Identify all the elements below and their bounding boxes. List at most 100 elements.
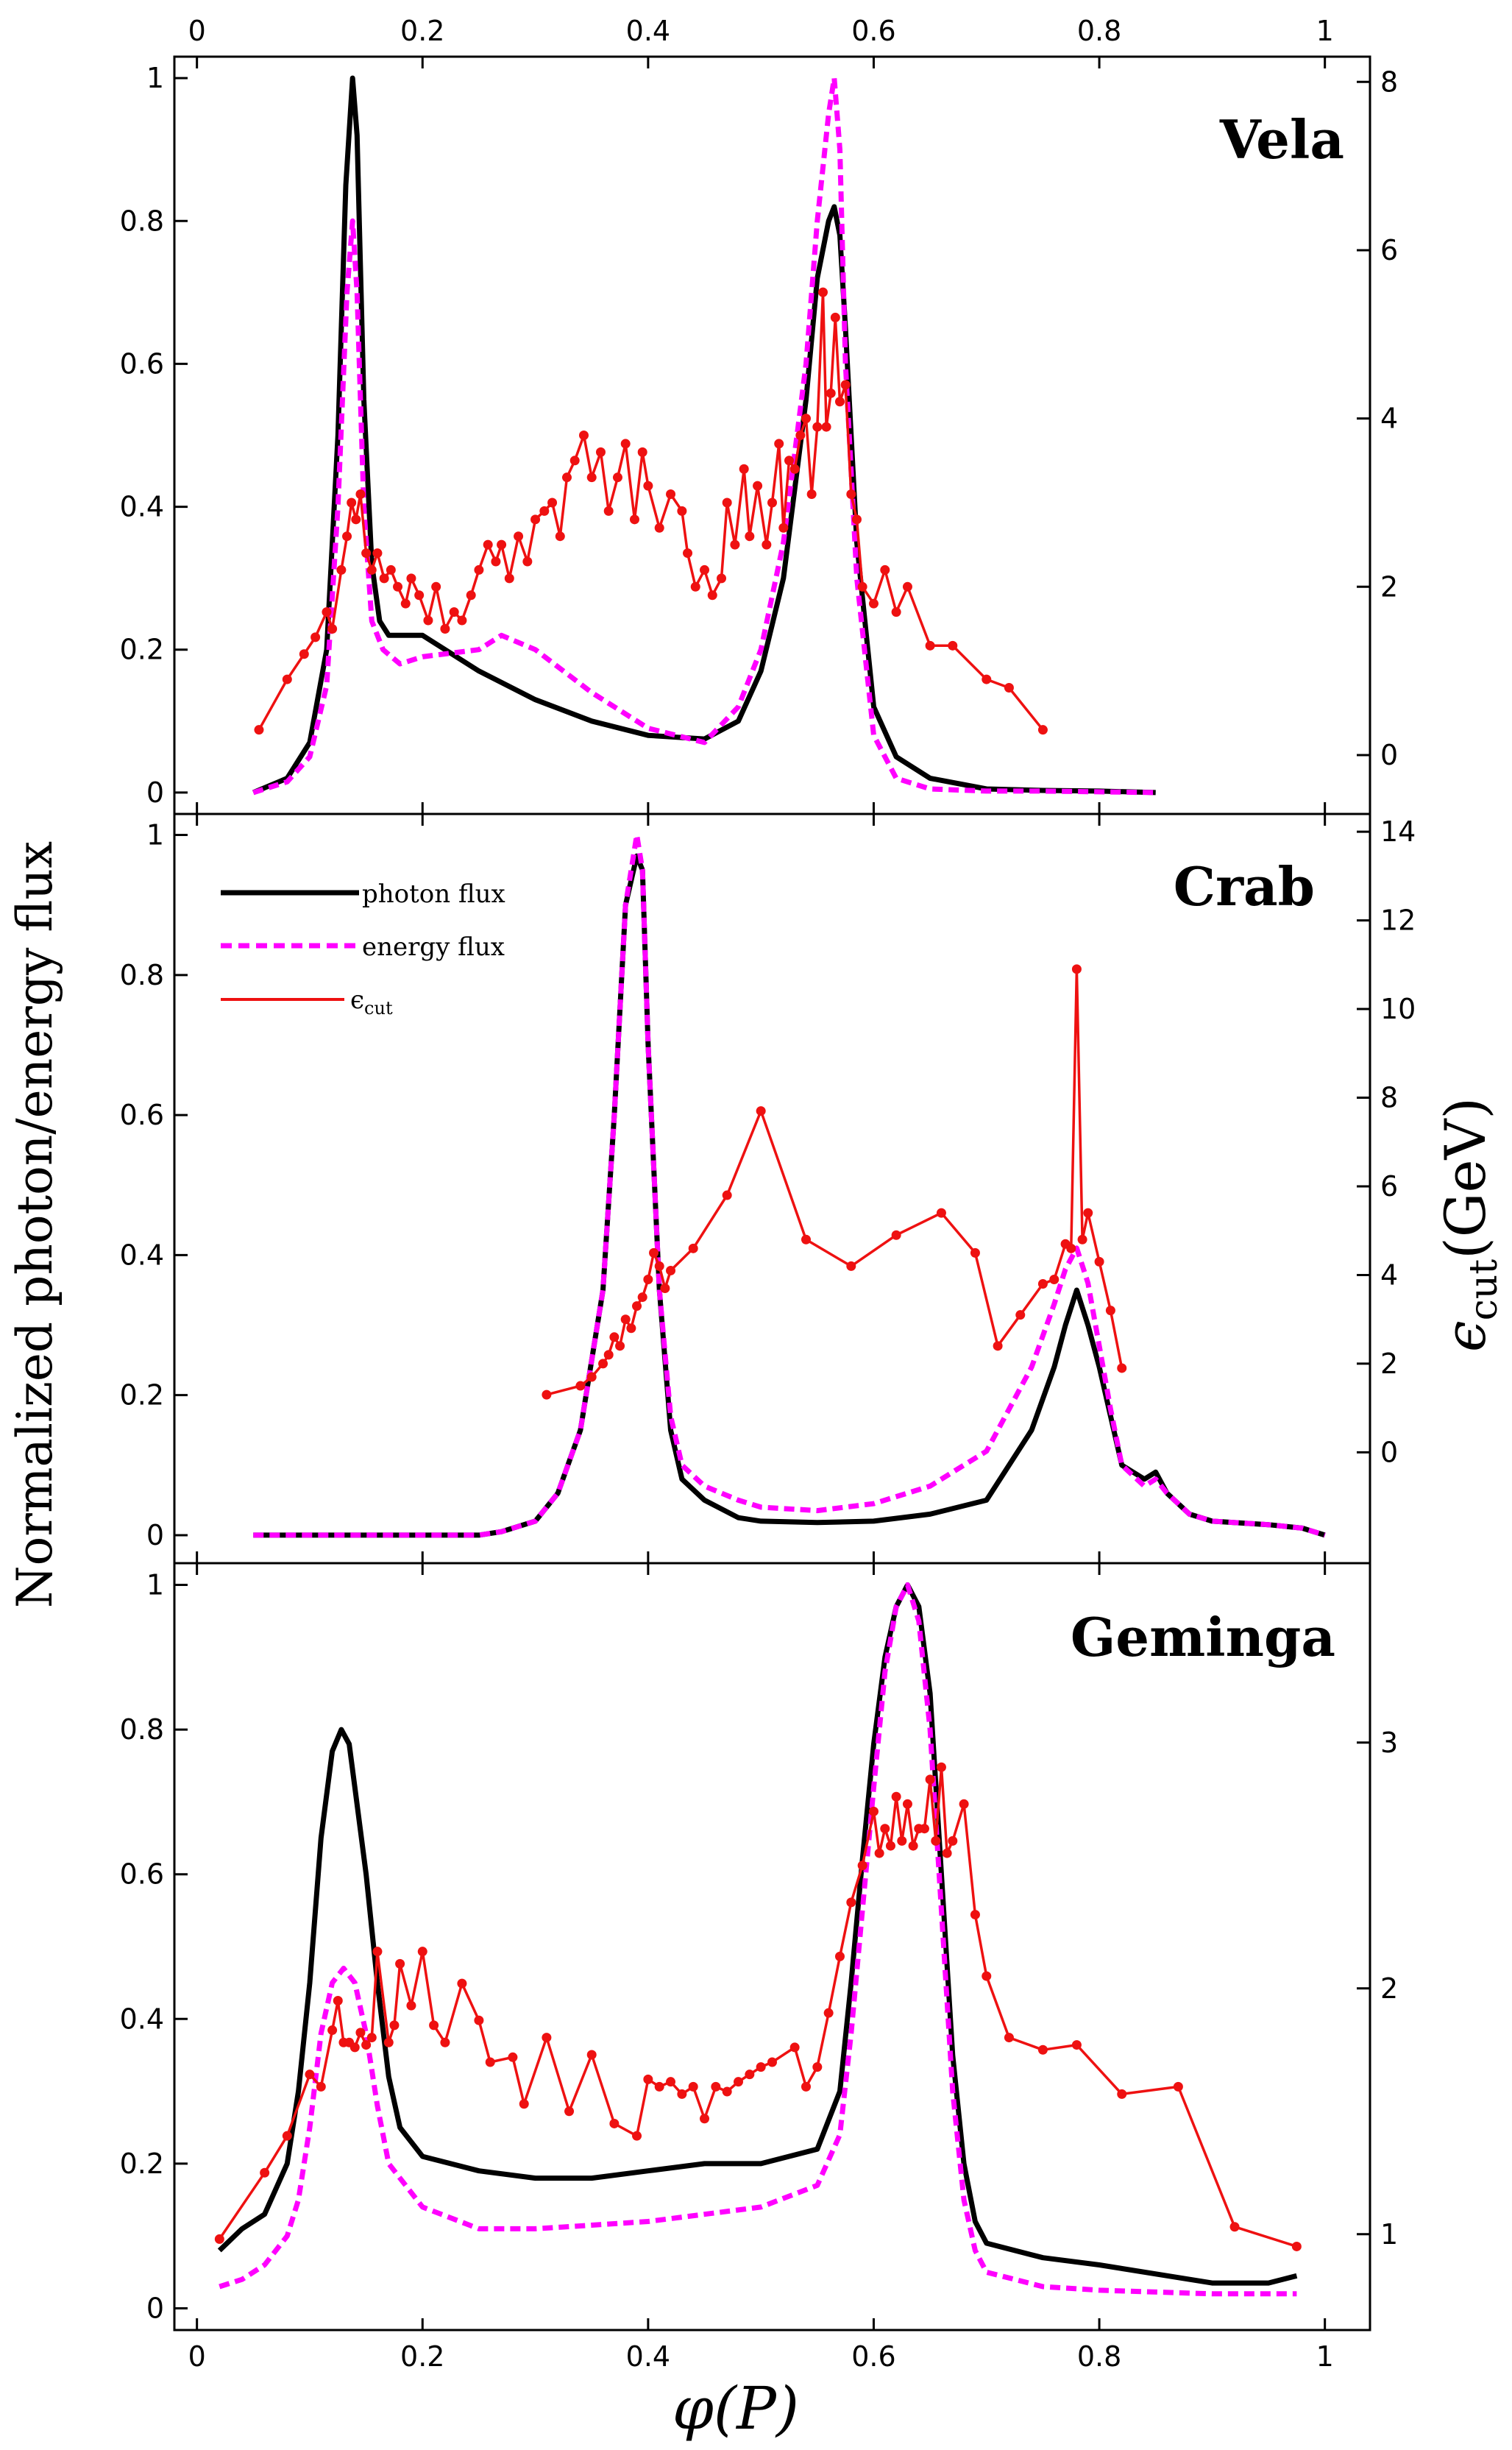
ecut-point bbox=[342, 531, 352, 542]
bottom-x-tick-label: 0.4 bbox=[626, 2340, 670, 2373]
ecut-point bbox=[970, 1910, 980, 1920]
ecut-point bbox=[586, 2050, 597, 2060]
ecut-point bbox=[1173, 2081, 1183, 2092]
ecut-point bbox=[612, 472, 622, 483]
ecut-point bbox=[431, 581, 441, 592]
y-axis-label-right: ϵcut(GeV) bbox=[1433, 1097, 1506, 1352]
ecut-point bbox=[643, 481, 653, 491]
right-tick-label: 6 bbox=[1380, 1170, 1398, 1203]
left-tick-label: 0.6 bbox=[120, 1858, 164, 1891]
ecut-point bbox=[514, 531, 524, 542]
ecut-point bbox=[826, 388, 836, 398]
ecut-point bbox=[753, 481, 763, 491]
ecut-point bbox=[745, 531, 755, 542]
ecut-point bbox=[789, 2042, 800, 2053]
x-axis-label: φ(P) bbox=[672, 2374, 799, 2443]
left-tick-label: 0.4 bbox=[120, 1239, 164, 1271]
y-axis-label-left: Normalized photon/energy flux bbox=[7, 841, 63, 1608]
ecut-point bbox=[982, 674, 992, 684]
right-tick-label: 2 bbox=[1380, 1348, 1398, 1380]
ecut-point bbox=[214, 2234, 224, 2244]
ecut-point bbox=[683, 548, 693, 559]
ecut-point bbox=[336, 564, 347, 575]
ecut-point bbox=[260, 2167, 270, 2178]
legend-ecut-sub: cut bbox=[364, 998, 393, 1019]
left-tick-label: 0.8 bbox=[120, 959, 164, 991]
left-tick-label: 0.6 bbox=[120, 1099, 164, 1131]
ecut-point bbox=[1037, 1279, 1048, 1289]
ecut-point bbox=[649, 1247, 659, 1258]
ecut-point bbox=[372, 548, 383, 559]
right-tick-label: 8 bbox=[1380, 1082, 1398, 1114]
photon-flux-line bbox=[217, 1582, 1298, 2286]
photon-flux-line bbox=[253, 853, 1326, 1538]
ecut-point bbox=[821, 422, 831, 432]
ecut-point bbox=[1094, 1256, 1104, 1267]
ecut-point bbox=[586, 472, 597, 483]
ecut-point bbox=[846, 1261, 856, 1271]
bottom-x-tick-label: 0.8 bbox=[1077, 2340, 1121, 2373]
ecut-point bbox=[745, 2070, 755, 2080]
ecut-point bbox=[817, 287, 828, 297]
energy-flux-line bbox=[252, 75, 1156, 796]
ecut-point bbox=[609, 2118, 620, 2128]
panel-frame bbox=[173, 1562, 1371, 2332]
ecut-point bbox=[834, 1951, 845, 1961]
ecut-point bbox=[386, 564, 396, 575]
ecut-point bbox=[643, 1274, 653, 1284]
bottom-axis: 0 0.2 0.4 0.6 0.8 1 bbox=[188, 2340, 1334, 2373]
ecut-point bbox=[925, 640, 935, 651]
ecut-point bbox=[282, 674, 292, 684]
left-tick-label: 0.8 bbox=[120, 205, 164, 237]
legend-energy-label: energy flux bbox=[362, 932, 505, 962]
ecut-point bbox=[547, 498, 558, 508]
ecut-point bbox=[586, 1372, 597, 1382]
ecut-point bbox=[1037, 2044, 1048, 2055]
ecut-point bbox=[555, 531, 565, 542]
photon-flux-line bbox=[252, 75, 1156, 796]
legend: photon flux energy flux ϵcut bbox=[221, 879, 505, 1019]
ecut-point bbox=[925, 1774, 935, 1785]
ecut-point bbox=[542, 2033, 552, 2043]
ecut-point bbox=[632, 1301, 642, 1311]
right-tick-label: 2 bbox=[1380, 1972, 1398, 2005]
bottom-x-tick-label: 0.6 bbox=[851, 2340, 895, 2373]
ecut-point bbox=[519, 2099, 529, 2109]
ecut-point bbox=[666, 489, 676, 500]
ecut-point bbox=[1105, 1306, 1115, 1316]
ecut-point bbox=[491, 556, 501, 567]
ecut-point bbox=[595, 447, 606, 457]
ecut-point bbox=[795, 431, 806, 440]
ecut-point bbox=[305, 2070, 315, 2080]
ecut-point bbox=[959, 1799, 969, 1809]
energy-flux-line bbox=[253, 832, 1326, 1538]
top-axis: 0 0.2 0.4 0.6 0.8 1 bbox=[188, 15, 1334, 47]
top-x-tick-label: 0 bbox=[188, 15, 206, 47]
ecut-point bbox=[349, 2042, 360, 2053]
ecut-point bbox=[707, 590, 717, 601]
ecut-point bbox=[700, 564, 710, 575]
ecut-point bbox=[629, 514, 639, 525]
ecut-point bbox=[1066, 1243, 1076, 1253]
left-tick-label: 0.2 bbox=[120, 1379, 164, 1412]
y-axis-label-right-unit: (GeV) bbox=[1433, 1097, 1498, 1259]
right-tick-label: 6 bbox=[1380, 234, 1398, 266]
ecut-point bbox=[637, 1292, 647, 1303]
ecut-point bbox=[1077, 1234, 1087, 1245]
ecut-point bbox=[322, 607, 332, 617]
panel-title: Crab bbox=[1174, 855, 1315, 918]
ecut-point bbox=[767, 498, 777, 508]
ecut-point bbox=[801, 2081, 811, 2092]
ecut-point bbox=[902, 1799, 912, 1809]
ecut-point bbox=[722, 1190, 732, 1200]
ecut-point bbox=[440, 2037, 450, 2047]
left-tick-label: 0 bbox=[146, 776, 164, 809]
ecut-point bbox=[801, 1234, 811, 1245]
legend-ecut-symbol: ϵ bbox=[350, 985, 364, 1015]
top-x-tick-label: 0.8 bbox=[1077, 15, 1121, 47]
ecut-point bbox=[564, 2106, 575, 2117]
ecut-point bbox=[880, 1824, 890, 1834]
ecut-point bbox=[1071, 964, 1082, 974]
ecut-point bbox=[948, 640, 958, 651]
